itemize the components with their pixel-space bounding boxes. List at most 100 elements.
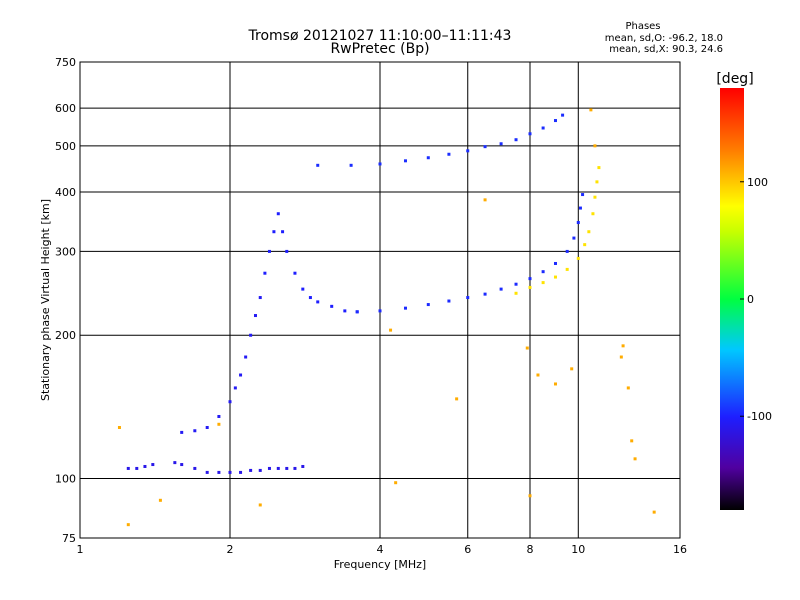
data-point [561, 113, 565, 117]
data-point [173, 461, 177, 465]
data-point [630, 439, 634, 443]
data-point [536, 373, 540, 377]
data-point [272, 230, 276, 234]
data-point [553, 261, 557, 265]
data-point [541, 270, 545, 274]
data-point [193, 466, 197, 470]
data-point [193, 429, 197, 433]
y-tick-label: 75 [62, 532, 76, 545]
data-point [355, 310, 359, 314]
data-point [205, 425, 209, 429]
data-point [403, 306, 407, 310]
data-point [293, 466, 297, 470]
data-point [565, 267, 569, 271]
y-tick-label: 100 [55, 473, 76, 486]
y-tick-label: 750 [55, 56, 76, 69]
data-point [267, 249, 271, 253]
x-tick-label: 8 [527, 543, 534, 556]
data-point [499, 287, 503, 291]
data-point [258, 503, 262, 507]
data-point [228, 470, 232, 474]
data-point [572, 236, 576, 240]
x-tick-label: 4 [377, 543, 384, 556]
data-point [217, 470, 221, 474]
data-point [619, 355, 623, 359]
data-point [316, 300, 320, 304]
data-point [587, 230, 591, 234]
data-point [330, 304, 334, 308]
data-point [541, 281, 545, 285]
data-point [117, 425, 121, 429]
data-point [143, 464, 147, 468]
data-point [180, 463, 184, 467]
data-point [263, 271, 267, 275]
data-point [403, 159, 407, 163]
chart-title: Tromsø 20121027 11:10:00–11:11:43 [248, 28, 512, 44]
data-point [553, 275, 557, 279]
data-point [343, 309, 347, 313]
data-point [301, 287, 305, 291]
data-point [293, 271, 297, 275]
data-point [285, 466, 289, 470]
data-point [528, 277, 532, 281]
data-point [528, 132, 532, 136]
data-point [514, 282, 518, 286]
data-point [389, 328, 393, 332]
data-point [466, 149, 470, 153]
data-point [281, 230, 285, 234]
data-point [426, 156, 430, 160]
x-tick-label: 1 [77, 543, 84, 556]
colorbar-tick-label: 100 [747, 176, 768, 189]
data-point [301, 464, 305, 468]
plot-frame [79, 61, 681, 539]
data-point [595, 180, 599, 184]
data-point [228, 400, 232, 404]
data-point [239, 470, 243, 474]
data-point [126, 466, 130, 470]
y-tick-label: 400 [55, 186, 76, 199]
data-point [570, 367, 574, 371]
data-point [483, 292, 487, 296]
data-point [205, 470, 209, 474]
data-point [135, 466, 139, 470]
y-tick-label: 500 [55, 140, 76, 153]
data-point [447, 299, 451, 303]
data-point [499, 142, 503, 146]
data-point [308, 296, 312, 300]
data-point [151, 463, 155, 467]
data-point [426, 303, 430, 307]
data-point [239, 373, 243, 377]
data-point [583, 243, 587, 247]
data-point [217, 414, 221, 418]
data-point [576, 221, 580, 225]
data-point [233, 386, 237, 390]
data-point [285, 249, 289, 253]
y-axis-ticks: 75 100 200 300 400 500 600 750 [55, 56, 76, 545]
data-point [349, 163, 353, 167]
colorbar-tick-label: -100 [747, 410, 772, 423]
data-point [258, 468, 262, 472]
colorbar-ticks: -100 0 100 [740, 176, 772, 423]
y-tick-label: 300 [55, 245, 76, 258]
x-axis-ticks: 1 2 4 6 8 10 16 [77, 543, 688, 556]
data-point [514, 138, 518, 142]
data-point [589, 108, 593, 112]
data-point [597, 166, 601, 170]
chart-subtitle: RwPretec (Bp) [330, 41, 429, 57]
data-point [253, 314, 257, 318]
data-point [483, 145, 487, 149]
data-point [626, 386, 630, 390]
colorbar-label: [deg] [716, 71, 753, 87]
data-point [217, 422, 221, 426]
data-point [249, 333, 253, 337]
data-point [593, 144, 597, 148]
data-point [466, 296, 470, 300]
data-point [276, 212, 280, 216]
x-tick-label: 10 [571, 543, 585, 556]
data-point [447, 152, 451, 156]
data-point [576, 256, 580, 260]
x-tick-label: 6 [464, 543, 471, 556]
data-point [483, 198, 487, 202]
data-point [578, 206, 582, 210]
